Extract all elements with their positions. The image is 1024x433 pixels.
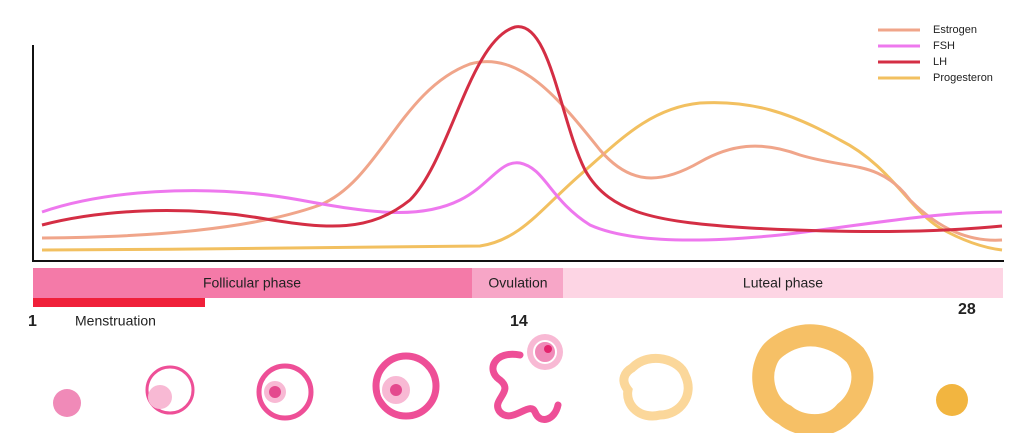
day-label: 28 <box>958 301 976 318</box>
legend-label: Estrogen <box>933 24 977 36</box>
legend: Estrogen FSH LH Progesteron <box>878 24 993 84</box>
follicle <box>269 386 281 398</box>
corpus-albicans <box>936 384 968 416</box>
corpus-luteum <box>619 353 693 421</box>
menstruation-bar <box>33 298 205 307</box>
ovulation-bar <box>472 268 563 298</box>
follicle <box>372 352 440 420</box>
menstruation-label: Menstruation <box>75 313 156 329</box>
fsh-curve <box>41 161 1003 242</box>
follicle <box>53 389 81 417</box>
follicle <box>256 363 314 421</box>
follicle <box>145 365 195 415</box>
legend-label: Progesteron <box>933 72 993 84</box>
progesteron-curve <box>41 101 1003 252</box>
follicular-bar <box>33 268 472 298</box>
follicle <box>148 385 172 409</box>
estrogen-curve <box>41 60 1003 242</box>
follicle <box>390 384 402 396</box>
legend-label: LH <box>933 56 947 68</box>
corpus-luteum <box>752 324 874 433</box>
phase-label: Ovulation <box>488 275 547 291</box>
phase-label: Follicular phase <box>203 275 301 291</box>
follicle-icons <box>53 324 968 433</box>
day-label: 1 <box>28 313 37 330</box>
phase-label: Luteal phase <box>743 275 823 291</box>
lh-curve <box>41 25 1003 234</box>
legend-label: FSH <box>933 40 955 52</box>
luteal-bar <box>563 268 1003 298</box>
day-label: 14 <box>510 313 528 330</box>
egg <box>544 345 552 353</box>
ruptured-follicle <box>489 350 562 423</box>
egg <box>533 340 557 364</box>
